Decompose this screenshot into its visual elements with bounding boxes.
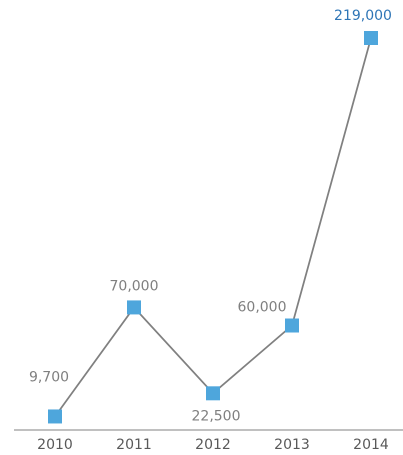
x-tick-2012: 2012 (195, 437, 231, 453)
data-point-2014 (364, 31, 378, 45)
data-label-2012: 22,500 (192, 408, 241, 424)
x-tick-labels: 2010 2011 2012 2013 2014 (37, 437, 389, 453)
data-label-2010: 9,700 (29, 369, 69, 385)
data-point-2012 (206, 386, 220, 401)
data-point-2011 (127, 300, 141, 315)
data-label-2013: 60,000 (238, 300, 287, 316)
data-labels: 9,700 70,000 22,500 60,000 219,000 (29, 8, 392, 424)
series-line (54, 37, 372, 417)
data-label-2011: 70,000 (110, 278, 159, 294)
x-tick-2010: 2010 (37, 437, 73, 453)
x-tick-2011: 2011 (116, 437, 152, 453)
x-tick-2014: 2014 (353, 437, 389, 453)
x-tick-2013: 2013 (274, 437, 310, 453)
data-point-2013 (285, 318, 299, 333)
data-point-2010 (48, 409, 62, 424)
data-markers (48, 31, 378, 424)
data-label-2014: 219,000 (334, 8, 392, 24)
